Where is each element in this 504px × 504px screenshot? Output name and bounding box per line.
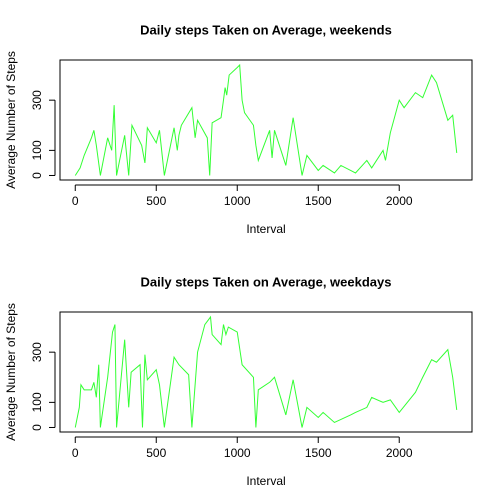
y-tick-label: 100: [30, 392, 44, 412]
x-tick-label: 500: [146, 446, 166, 460]
y-tick-label: 300: [30, 90, 44, 110]
x-tick-label: 1500: [305, 446, 332, 460]
x-axis-label: Interval: [246, 474, 285, 488]
data-line: [74, 63, 458, 176]
x-tick-label: 1000: [224, 194, 251, 208]
y-tick-label: 0: [30, 172, 44, 179]
plot-box: [59, 311, 473, 433]
x-tick-label: 1000: [224, 446, 251, 460]
x-tick-label: 1500: [305, 194, 332, 208]
y-axis-label: Average Number of Steps: [4, 303, 18, 441]
chart-title: Daily steps Taken on Average, weekdays: [141, 274, 392, 289]
y-tick-label: 100: [30, 140, 44, 160]
x-tick-label: 2000: [386, 446, 413, 460]
x-tick-label: 2000: [386, 194, 413, 208]
plot-box: [59, 59, 473, 181]
x-tick-label: 0: [72, 194, 79, 208]
x-tick-label: 0: [72, 446, 79, 460]
data-line: [74, 315, 458, 428]
x-axis-label: Interval: [246, 222, 285, 236]
y-tick-label: 300: [30, 342, 44, 362]
chart-title: Daily steps Taken on Average, weekends: [140, 22, 392, 37]
x-tick-label: 500: [146, 194, 166, 208]
y-axis-label: Average Number of Steps: [4, 51, 18, 189]
y-tick-label: 0: [30, 424, 44, 431]
